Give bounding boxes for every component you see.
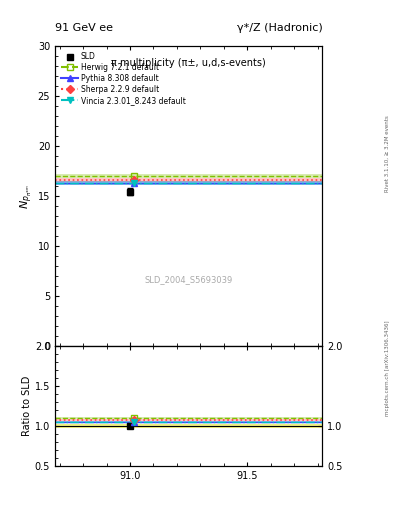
Text: π multiplicity (π±, u,d,s-events): π multiplicity (π±, u,d,s-events) [111,58,266,68]
Text: SLD_2004_S5693039: SLD_2004_S5693039 [145,275,233,285]
Legend: SLD, Herwig 7.2.1 default, Pythia 8.308 default, Sherpa 2.2.9 default, Vincia 2.: SLD, Herwig 7.2.1 default, Pythia 8.308 … [59,50,188,107]
Y-axis label: Ratio to SLD: Ratio to SLD [22,376,32,436]
Text: Rivet 3.1.10, ≥ 3.2M events: Rivet 3.1.10, ≥ 3.2M events [385,115,389,192]
Text: 91 GeV ee: 91 GeV ee [55,23,113,33]
Text: γ*/Z (Hadronic): γ*/Z (Hadronic) [237,23,322,33]
Text: mcplots.cern.ch [arXiv:1306.3436]: mcplots.cern.ch [arXiv:1306.3436] [385,321,389,416]
Y-axis label: $N_{p_{\pi^{\pm m}}}$: $N_{p_{\pi^{\pm m}}}$ [18,183,35,209]
